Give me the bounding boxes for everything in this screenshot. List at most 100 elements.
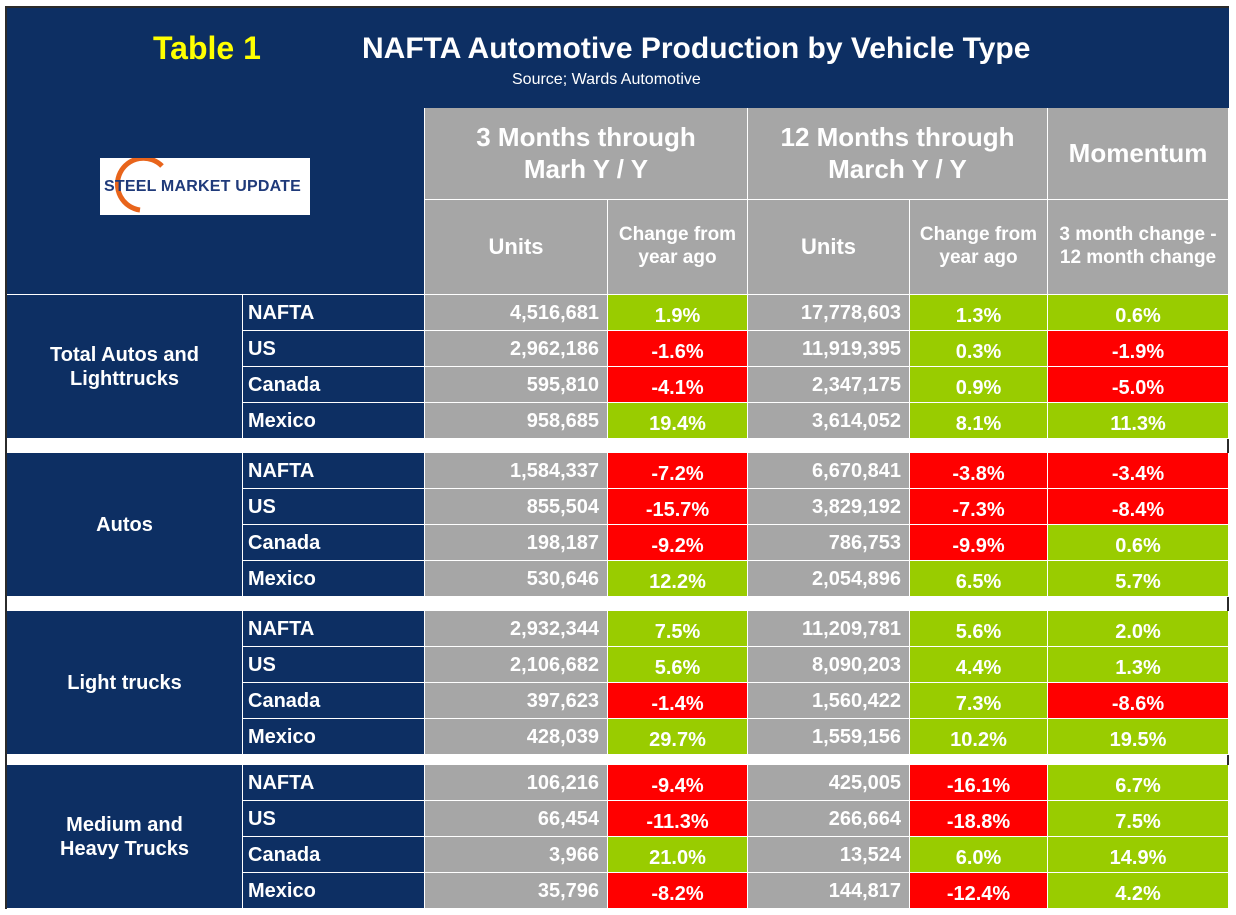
units-cell: 106,216: [425, 765, 608, 801]
change-cell: 5.6%: [608, 647, 748, 683]
units-cell: 198,187: [425, 525, 608, 561]
change-cell: 21.0%: [608, 837, 748, 873]
table-title: NAFTA Automotive Production by Vehicle T…: [362, 32, 1031, 65]
group-label: Light trucks: [7, 611, 243, 755]
group-label: Autos: [7, 453, 243, 597]
change-cell: 0.9%: [910, 367, 1048, 403]
change-cell: 19.4%: [608, 403, 748, 439]
units-cell: 2,347,175: [748, 367, 910, 403]
units-cell: 2,932,344: [425, 611, 608, 647]
units-cell: 8,090,203: [748, 647, 910, 683]
change-cell: 1.3%: [910, 295, 1048, 331]
units-cell: 144,817: [748, 873, 910, 909]
change-cell: -11.3%: [608, 801, 748, 837]
logo-text: STEEL MARKET UPDATE: [104, 178, 301, 195]
region-label: US: [243, 331, 425, 367]
change-cell: -9.2%: [608, 525, 748, 561]
column-header: 3 Months through Marh Y / Y: [425, 108, 748, 200]
units-cell: 6,670,841: [748, 453, 910, 489]
change-cell: 10.2%: [910, 719, 1048, 755]
change-cell: -8.6%: [1048, 683, 1229, 719]
change-cell: 29.7%: [608, 719, 748, 755]
region-label: NAFTA: [243, 765, 425, 801]
change-cell: 5.7%: [1048, 561, 1229, 597]
change-cell: -7.2%: [608, 453, 748, 489]
units-cell: 13,524: [748, 837, 910, 873]
region-label: US: [243, 801, 425, 837]
units-cell: 3,829,192: [748, 489, 910, 525]
units-cell: 786,753: [748, 525, 910, 561]
subcolumn-header: 3 month change - 12 month change: [1048, 200, 1229, 295]
change-cell: -1.9%: [1048, 331, 1229, 367]
region-label: US: [243, 489, 425, 525]
logo-graphic: [114, 158, 164, 213]
change-cell: -1.6%: [608, 331, 748, 367]
change-cell: 19.5%: [1048, 719, 1229, 755]
change-cell: 7.5%: [608, 611, 748, 647]
units-cell: 425,005: [748, 765, 910, 801]
change-cell: -12.4%: [910, 873, 1048, 909]
change-cell: 4.4%: [910, 647, 1048, 683]
units-cell: 3,966: [425, 837, 608, 873]
units-cell: 428,039: [425, 719, 608, 755]
subcolumn-header: Change from year ago: [910, 200, 1048, 295]
region-label: Canada: [243, 837, 425, 873]
column-header: Momentum: [1048, 108, 1229, 200]
units-cell: 66,454: [425, 801, 608, 837]
subcolumn-header: Change from year ago: [608, 200, 748, 295]
region-label: Mexico: [243, 561, 425, 597]
units-cell: 397,623: [425, 683, 608, 719]
group-label: Medium and Heavy Trucks: [7, 765, 243, 909]
change-cell: 6.0%: [910, 837, 1048, 873]
change-cell: -16.1%: [910, 765, 1048, 801]
logo-arc: [114, 158, 164, 213]
group-label: Total Autos and Lighttrucks: [7, 295, 243, 439]
units-cell: 35,796: [425, 873, 608, 909]
change-cell: 1.3%: [1048, 647, 1229, 683]
change-cell: 12.2%: [608, 561, 748, 597]
change-cell: -8.4%: [1048, 489, 1229, 525]
change-cell: 8.1%: [910, 403, 1048, 439]
region-label: Canada: [243, 525, 425, 561]
region-label: NAFTA: [243, 611, 425, 647]
change-cell: 14.9%: [1048, 837, 1229, 873]
change-cell: 7.3%: [910, 683, 1048, 719]
change-cell: -15.7%: [608, 489, 748, 525]
change-cell: 11.3%: [1048, 403, 1229, 439]
change-cell: -3.4%: [1048, 453, 1229, 489]
column-header: 12 Months through March Y / Y: [748, 108, 1048, 200]
table-label: Table 1: [153, 30, 261, 66]
change-cell: -5.0%: [1048, 367, 1229, 403]
change-cell: 7.5%: [1048, 801, 1229, 837]
region-label: NAFTA: [243, 295, 425, 331]
change-cell: 2.0%: [1048, 611, 1229, 647]
units-cell: 3,614,052: [748, 403, 910, 439]
change-cell: 6.5%: [910, 561, 1048, 597]
region-label: Canada: [243, 367, 425, 403]
change-cell: -18.8%: [910, 801, 1048, 837]
units-cell: 595,810: [425, 367, 608, 403]
logo-box: STEEL MARKET UPDATE: [100, 158, 310, 215]
units-cell: 2,106,682: [425, 647, 608, 683]
region-label: NAFTA: [243, 453, 425, 489]
change-cell: 1.9%: [608, 295, 748, 331]
units-cell: 2,054,896: [748, 561, 910, 597]
change-cell: -7.3%: [910, 489, 1048, 525]
change-cell: 0.6%: [1048, 295, 1229, 331]
change-cell: -3.8%: [910, 453, 1048, 489]
region-label: Mexico: [243, 873, 425, 909]
region-label: US: [243, 647, 425, 683]
change-cell: 5.6%: [910, 611, 1048, 647]
change-cell: -4.1%: [608, 367, 748, 403]
units-cell: 958,685: [425, 403, 608, 439]
units-cell: 11,209,781: [748, 611, 910, 647]
subcolumn-header: Units: [748, 200, 910, 295]
region-label: Mexico: [243, 403, 425, 439]
units-cell: 266,664: [748, 801, 910, 837]
units-cell: 1,560,422: [748, 683, 910, 719]
change-cell: -8.2%: [608, 873, 748, 909]
change-cell: 0.3%: [910, 331, 1048, 367]
units-cell: 4,516,681: [425, 295, 608, 331]
units-cell: 1,584,337: [425, 453, 608, 489]
units-cell: 1,559,156: [748, 719, 910, 755]
